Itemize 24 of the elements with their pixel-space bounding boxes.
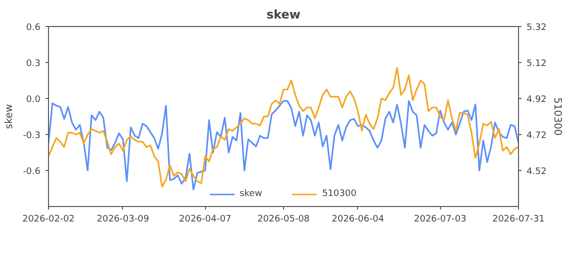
y2-tick-label: 4.92 [526,95,547,105]
y-tick-label: 0.3 [26,59,41,69]
y2-tick-label: 4.72 [526,131,547,141]
x-tick-label: 2026-02-02 [22,214,75,224]
x-tick-label: 2026-04-07 [179,214,232,224]
x-tick-label: 2026-07-31 [492,214,545,224]
x-tick-label: 2026-07-03 [414,214,466,224]
y-tick-label: -0.6 [22,167,41,177]
x-tick-label: 2026-05-08 [257,214,310,224]
legend-label: skew [240,189,262,199]
legend-label: 510300 [322,189,356,199]
y2-tick-label: 4.52 [526,167,547,177]
chart-title: skew [266,8,301,22]
y2-tick-label: 5.12 [526,59,547,69]
y2-axis-title: 510300 [552,97,563,136]
line-series [48,67,518,188]
x-tick-label: 2026-06-04 [332,214,384,224]
line-series [48,100,518,190]
y-tick-label: -0.3 [22,131,40,141]
x-tick-label: 2026-03-09 [96,214,150,224]
y-tick-label: 0.6 [26,23,41,33]
y-tick-label: 0.0 [26,95,41,105]
y-axis-title: skew [4,104,15,129]
y2-tick-label: 5.32 [526,23,547,33]
